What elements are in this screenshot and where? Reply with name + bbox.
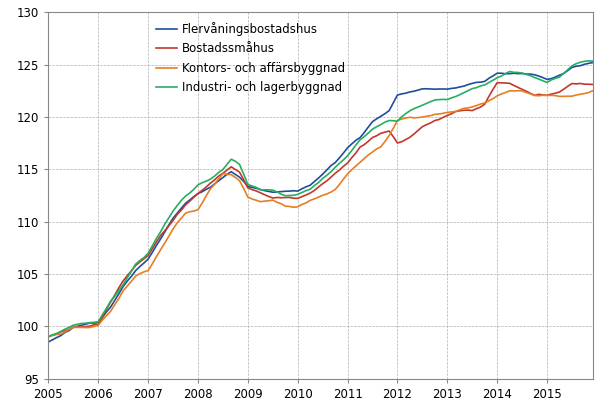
Flervåningsbostadshus [485,76,492,81]
Industri- och lagerbyggnad [91,320,98,325]
Industri- och lagerbyggnad [481,82,488,87]
Kontors- och affärsbyggnad [589,88,597,93]
Industri- och lagerbyggnad [45,334,52,339]
Bostadssmåhus [481,102,488,107]
Industri- och lagerbyggnad [485,80,492,85]
Flervåningsbostadshus [91,321,98,326]
Kontors- och affärsbyggnad [481,100,488,105]
Kontors- och affärsbyggnad [485,98,492,103]
Kontors- och affärsbyggnad [111,302,119,307]
Industri- och lagerbyggnad [111,294,119,299]
Bostadssmåhus [494,80,501,85]
Industri- och lagerbyggnad [227,157,235,162]
Flervåningsbostadshus [111,297,119,302]
Line: Flervåningsbostadshus: Flervåningsbostadshus [48,62,593,342]
Industri- och lagerbyggnad [585,58,592,63]
Industri- och lagerbyggnad [589,59,597,64]
Flervåningsbostadshus [481,79,488,84]
Bostadssmåhus [485,94,492,99]
Flervåningsbostadshus [45,339,52,344]
Flervåningsbostadshus [589,60,597,65]
Legend: Flervåningsbostadshus, Bostadssmåhus, Kontors- och affärsbyggnad, Industri- och : Flervåningsbostadshus, Bostadssmåhus, Ko… [152,18,348,98]
Kontors- och affärsbyggnad [211,182,218,187]
Kontors- och affärsbyggnad [514,88,522,93]
Bostadssmåhus [589,82,597,87]
Kontors- och affärsbyggnad [91,324,98,329]
Bostadssmåhus [227,164,235,169]
Line: Kontors- och affärsbyggnad: Kontors- och affärsbyggnad [48,91,593,337]
Bostadssmåhus [45,334,52,339]
Kontors- och affärsbyggnad [227,172,235,177]
Bostadssmåhus [91,322,98,327]
Industri- och lagerbyggnad [211,173,218,178]
Line: Bostadssmåhus: Bostadssmåhus [48,83,593,337]
Bostadssmåhus [211,177,218,182]
Bostadssmåhus [111,292,119,297]
Kontors- och affärsbyggnad [45,334,52,339]
Line: Industri- och lagerbyggnad: Industri- och lagerbyggnad [48,61,593,337]
Flervåningsbostadshus [211,181,218,186]
Flervåningsbostadshus [227,169,235,174]
